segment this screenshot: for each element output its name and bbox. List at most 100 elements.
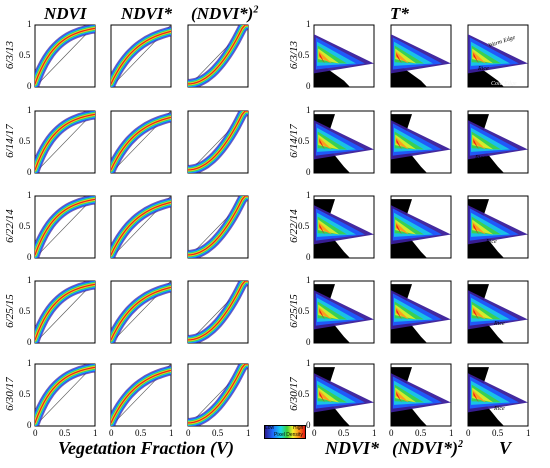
- y-tick-right-r3-0: 1: [306, 275, 311, 285]
- y-tick-left-r2-0: 1: [27, 190, 32, 200]
- density-band-6: [188, 111, 248, 171]
- legend-low-label: Low: [265, 425, 275, 431]
- annotation-rice-row1: Rice: [478, 66, 489, 72]
- y-tick-right-r0-0: 1: [306, 19, 311, 29]
- right-panel-r3-c0: [313, 280, 375, 344]
- x-title-ndvi-star-squared-base: (NDVI*): [392, 438, 458, 458]
- left-panel-r3-c2: [187, 280, 249, 344]
- density-layer-6: [473, 138, 479, 150]
- right-panel-r0-c0: [313, 24, 375, 88]
- x-tick-c3-1: 0.5: [338, 428, 350, 438]
- y-tick-right-r3-2: 0: [306, 337, 311, 347]
- right-panel-r0-c2: [467, 24, 529, 88]
- density-layer-4: [318, 304, 340, 320]
- sparse-pixels-region: [391, 382, 427, 426]
- x-title-ndvi-star: NDVI*: [325, 438, 380, 458]
- x-tick-c5-0: 0: [466, 428, 471, 438]
- density-layer-6: [319, 52, 325, 64]
- density-layer-6: [473, 391, 479, 403]
- col-title-squared-exponent: 2: [253, 4, 259, 16]
- annotation-rice-row2: Rice: [475, 155, 486, 161]
- density-layer-5: [395, 51, 409, 64]
- right-panel-r4-c1: [390, 363, 452, 427]
- y-tick-right-r4-1: 0.5: [298, 389, 310, 399]
- density-layer-4: [472, 219, 494, 235]
- density-band-6: [35, 283, 95, 341]
- density-layer-4: [318, 134, 340, 150]
- density-layer-6: [319, 223, 325, 235]
- density-layer-4: [318, 219, 340, 235]
- y-tick-left-r2-2: 0: [27, 252, 32, 262]
- density-layer-5: [395, 137, 409, 150]
- x-tick-c2-1: 0.5: [212, 428, 224, 438]
- right-panel-r1-c2: [467, 110, 529, 174]
- y-tick-left-r3-0: 1: [27, 275, 32, 285]
- y-tick-right-r1-0: 1: [306, 105, 311, 115]
- density-band-6: [111, 30, 171, 85]
- x-tick-c1-1: 0.5: [135, 428, 147, 438]
- density-layer-6: [319, 308, 325, 320]
- y-tick-right-r0-1: 0.5: [298, 50, 310, 60]
- left-panel-r4-c2: [187, 363, 249, 427]
- right-panel-r1-c1: [390, 110, 452, 174]
- density-layer-5: [472, 390, 486, 403]
- x-tick-c3-2: 1: [372, 428, 377, 438]
- sparse-pixels-region: [468, 214, 504, 258]
- density-layer-6: [473, 52, 479, 64]
- density-band-6: [111, 116, 171, 171]
- y-tick-right-r2-0: 1: [306, 190, 311, 200]
- density-layer-5: [318, 222, 332, 235]
- y-tick-right-r1-1: 0.5: [298, 136, 310, 146]
- y-tick-right-r3-1: 0.5: [298, 306, 310, 316]
- density-layer-5: [472, 222, 486, 235]
- row-date-left-3: 6/25/15: [4, 294, 16, 328]
- density-band-6: [35, 113, 95, 171]
- density-layer-5: [318, 137, 332, 150]
- right-panel-r2-c2: [467, 195, 529, 259]
- y-tick-right-r0-2: 0: [306, 81, 311, 91]
- density-layer-4: [395, 48, 417, 64]
- left-panel-r0-c2: [187, 24, 249, 88]
- x-title-ndvi-star-squared: (NDVI*)2: [392, 438, 463, 459]
- left-panel-r3-c1: [110, 280, 172, 344]
- y-tick-left-r1-0: 1: [27, 105, 32, 115]
- right-panel-r1-c0: [313, 110, 375, 174]
- density-layer-5: [318, 390, 332, 403]
- sparse-pixels-region: [391, 214, 427, 258]
- right-panel-r3-c1: [390, 280, 452, 344]
- right-panel-r3-c2: [467, 280, 529, 344]
- density-band-6: [188, 281, 248, 341]
- legend-pixel-density-label: Pixel Density: [274, 432, 303, 438]
- density-layer-4: [472, 48, 494, 64]
- left-panel-r0-c1: [110, 24, 172, 88]
- legend-high-label: High: [293, 425, 304, 431]
- density-layer-5: [395, 307, 409, 320]
- left-panel-r1-c1: [110, 110, 172, 174]
- density-layer-5: [318, 307, 332, 320]
- density-layer-4: [472, 134, 494, 150]
- left-panel-r2-c0: [34, 195, 96, 259]
- x-title-vegetation-fraction: Vegetation Fraction (V): [58, 438, 235, 458]
- density-layer-6: [319, 391, 325, 403]
- x-tick-c5-2: 1: [526, 428, 531, 438]
- legend-gradient: [265, 426, 305, 438]
- sparse-pixels-region: [468, 299, 504, 343]
- sparse-pixels-region: [391, 129, 427, 173]
- col-title-ndvi-star-squared: (NDVI*)2: [191, 4, 258, 24]
- y-tick-left-r0-1: 0.5: [19, 50, 31, 60]
- sparse-pixels-region: [391, 299, 427, 343]
- row-date-left-1: 6/14/17: [4, 124, 16, 158]
- density-layer-4: [395, 134, 417, 150]
- y-tick-left-r0-2: 0: [27, 81, 32, 91]
- density-layer-6: [396, 391, 402, 403]
- annotation-rice-row4: Rice: [494, 321, 505, 327]
- x-title-squared-exponent: 2: [458, 439, 463, 450]
- row-date-left-4: 6/30/17: [4, 377, 16, 411]
- col-title-ndvi-star-squared-base: (NDVI*): [191, 4, 254, 23]
- y-tick-left-r4-2: 0: [27, 420, 32, 430]
- sparse-pixels-region: [314, 214, 350, 258]
- y-tick-left-r1-1: 0.5: [19, 136, 31, 146]
- y-tick-right-r4-2: 0: [306, 420, 311, 430]
- density-band-6: [35, 366, 95, 424]
